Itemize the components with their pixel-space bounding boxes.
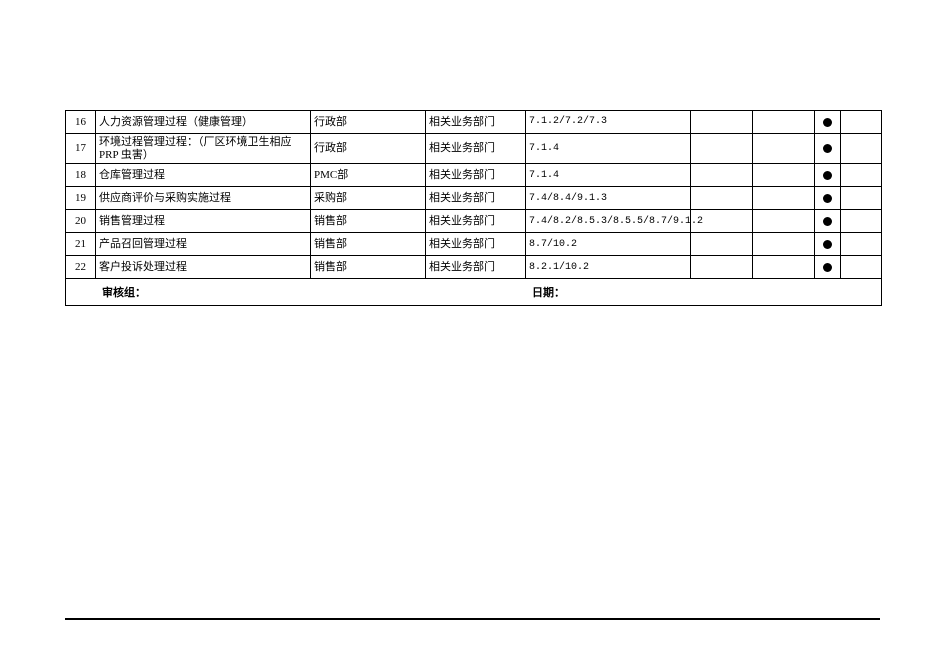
- page-bottom-rule: [65, 618, 880, 620]
- department: 销售部: [311, 256, 426, 278]
- end-cell: [841, 187, 881, 209]
- clause-code: 7.1.4: [526, 134, 691, 163]
- table-row: 16 人力资源管理过程（健康管理） 行政部 相关业务部门 7.1.2/7.2/7…: [66, 111, 881, 134]
- process-name: 环境过程管理过程：（厂区环境卫生相应PRP 虫害）: [96, 134, 311, 163]
- spare-cell: [691, 134, 753, 163]
- end-cell: [841, 256, 881, 278]
- process-name: 客户投诉处理过程: [96, 256, 311, 278]
- related-dept: 相关业务部门: [426, 187, 526, 209]
- spare-cell: [691, 233, 753, 255]
- spare-cell: [753, 210, 815, 232]
- spare-cell: [691, 111, 753, 133]
- spare-cell: [691, 164, 753, 186]
- row-number: 18: [66, 164, 96, 186]
- end-cell: [841, 164, 881, 186]
- row-number: 16: [66, 111, 96, 133]
- department: 销售部: [311, 210, 426, 232]
- clause-code: 7.1.4: [526, 164, 691, 186]
- dot-icon: [823, 217, 832, 226]
- spare-cell: [753, 187, 815, 209]
- mark-cell: [815, 111, 841, 133]
- dot-icon: [823, 144, 832, 153]
- clause-code: 7.1.2/7.2/7.3: [526, 111, 691, 133]
- mark-cell: [815, 256, 841, 278]
- dot-icon: [823, 194, 832, 203]
- clause-code: 7.4/8.4/9.1.3: [526, 187, 691, 209]
- audit-table: 16 人力资源管理过程（健康管理） 行政部 相关业务部门 7.1.2/7.2/7…: [65, 110, 882, 306]
- spare-cell: [753, 111, 815, 133]
- clause-code: 7.4/8.2/8.5.3/8.5.5/8.7/9.1.2: [526, 210, 691, 232]
- process-name: 销售管理过程: [96, 210, 311, 232]
- spare-cell: [753, 233, 815, 255]
- spare-cell: [691, 187, 753, 209]
- dot-icon: [823, 263, 832, 272]
- related-dept: 相关业务部门: [426, 233, 526, 255]
- department: 行政部: [311, 134, 426, 163]
- mark-cell: [815, 164, 841, 186]
- related-dept: 相关业务部门: [426, 164, 526, 186]
- related-dept: 相关业务部门: [426, 111, 526, 133]
- department: 行政部: [311, 111, 426, 133]
- mark-cell: [815, 233, 841, 255]
- related-dept: 相关业务部门: [426, 256, 526, 278]
- audit-group-label: 审核组：: [66, 279, 526, 305]
- end-cell: [841, 233, 881, 255]
- end-cell: [841, 111, 881, 133]
- department: PMC部: [311, 164, 426, 186]
- row-number: 22: [66, 256, 96, 278]
- spare-cell: [691, 210, 753, 232]
- dot-icon: [823, 118, 832, 127]
- related-dept: 相关业务部门: [426, 210, 526, 232]
- end-cell: [841, 210, 881, 232]
- spare-cell: [753, 256, 815, 278]
- row-number: 17: [66, 134, 96, 163]
- spare-cell: [753, 164, 815, 186]
- end-cell: [841, 134, 881, 163]
- process-name: 人力资源管理过程（健康管理）: [96, 111, 311, 133]
- clause-code: 8.7/10.2: [526, 233, 691, 255]
- process-name: 供应商评价与采购实施过程: [96, 187, 311, 209]
- table-row: 21 产品召回管理过程 销售部 相关业务部门 8.7/10.2: [66, 233, 881, 256]
- row-number: 21: [66, 233, 96, 255]
- process-name: 仓库管理过程: [96, 164, 311, 186]
- mark-cell: [815, 210, 841, 232]
- dot-icon: [823, 240, 832, 249]
- date-label: 日期：: [526, 279, 881, 305]
- department: 采购部: [311, 187, 426, 209]
- footer-row: 审核组： 日期：: [66, 279, 881, 305]
- table-row: 18 仓库管理过程 PMC部 相关业务部门 7.1.4: [66, 164, 881, 187]
- mark-cell: [815, 134, 841, 163]
- clause-code: 8.2.1/10.2: [526, 256, 691, 278]
- process-name: 产品召回管理过程: [96, 233, 311, 255]
- mark-cell: [815, 187, 841, 209]
- table-row: 17 环境过程管理过程：（厂区环境卫生相应PRP 虫害） 行政部 相关业务部门 …: [66, 134, 881, 164]
- row-number: 20: [66, 210, 96, 232]
- table-row: 19 供应商评价与采购实施过程 采购部 相关业务部门 7.4/8.4/9.1.3: [66, 187, 881, 210]
- department: 销售部: [311, 233, 426, 255]
- row-number: 19: [66, 187, 96, 209]
- spare-cell: [691, 256, 753, 278]
- table-row: 22 客户投诉处理过程 销售部 相关业务部门 8.2.1/10.2: [66, 256, 881, 279]
- related-dept: 相关业务部门: [426, 134, 526, 163]
- spare-cell: [753, 134, 815, 163]
- dot-icon: [823, 171, 832, 180]
- table-row: 20 销售管理过程 销售部 相关业务部门 7.4/8.2/8.5.3/8.5.5…: [66, 210, 881, 233]
